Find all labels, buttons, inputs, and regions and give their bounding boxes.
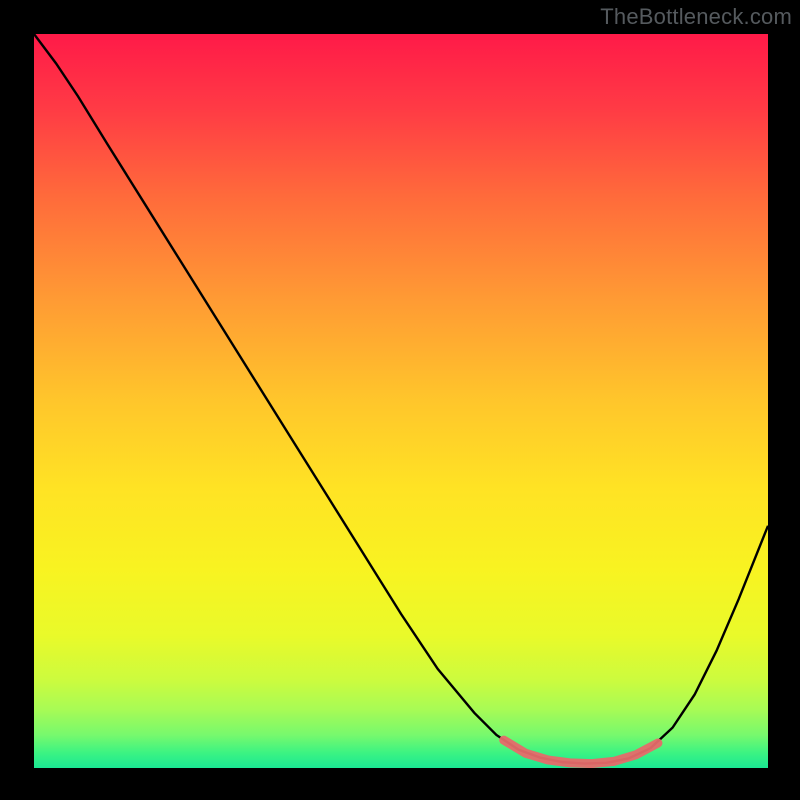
- chart-container: TheBottleneck.com: [0, 0, 800, 800]
- gradient-background: [34, 34, 768, 768]
- plot-area: [34, 34, 768, 768]
- chart-svg: [34, 34, 768, 768]
- watermark-text: TheBottleneck.com: [600, 4, 792, 30]
